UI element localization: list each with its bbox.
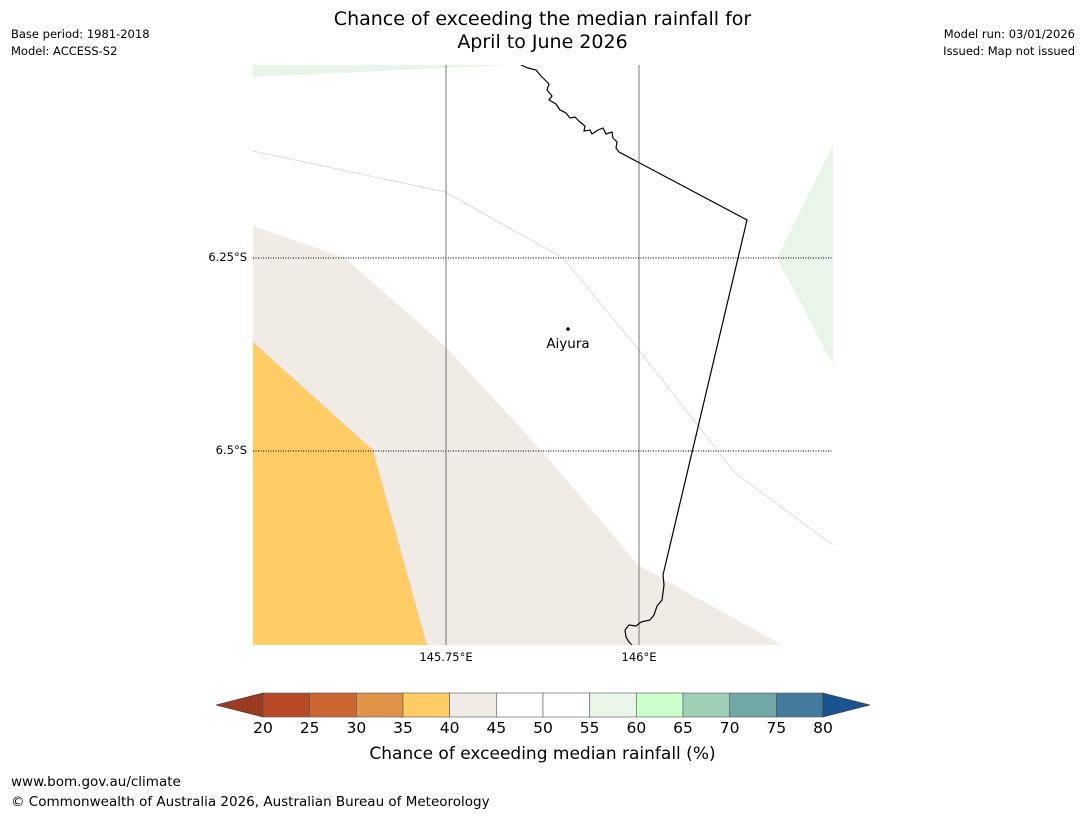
model-run: Model run: 03/01/2026: [943, 27, 1075, 41]
map-area: [253, 65, 833, 645]
band-55-60-right: [777, 145, 833, 365]
colorbar-tick-label: 40: [439, 719, 460, 737]
title-line-1: Chance of exceeding the median rainfall …: [333, 8, 752, 30]
colorbar-tick-label: 70: [719, 719, 740, 737]
colorbar-segment: [776, 692, 824, 718]
base-period: Base period: 1981-2018: [11, 27, 150, 41]
colorbar-segment: [496, 692, 544, 718]
colorbar-under-arrow: [215, 692, 264, 718]
colorbar-tick-label: 50: [533, 719, 553, 737]
meta-right: Model run: 03/01/2026 Issued: Map not is…: [943, 26, 1075, 60]
footer-url[interactable]: www.bom.gov.au/climate: [11, 774, 181, 790]
colorbar-label: Chance of exceeding median rainfall (%): [369, 744, 716, 764]
colorbar-tick-label: 20: [253, 719, 273, 737]
band-55-60-top: [253, 65, 510, 77]
colorbar-tick-label: 80: [813, 719, 833, 737]
aiyura-marker: [566, 327, 570, 331]
colorbar-tick-label: 65: [673, 719, 693, 737]
colorbar-segments: [262, 692, 824, 718]
colorbar-segment: [356, 692, 404, 718]
colorbar-segment: [262, 692, 310, 718]
colorbar-segment: [402, 692, 450, 718]
colorbar-segment: [589, 692, 637, 718]
colorbar-tick-label: 45: [486, 719, 507, 737]
colorbar-segment: [449, 692, 497, 718]
lon-label-146: 146°E: [621, 650, 657, 664]
colorbar-segment: [309, 692, 357, 718]
issued-status: Issued: Map not issued: [943, 44, 1075, 58]
lon-label-145-75: 145.75°E: [419, 650, 473, 664]
footer-copyright: © Commonwealth of Australia 2026, Austra…: [11, 794, 490, 810]
colorbar-over-arrow: [822, 692, 871, 718]
lat-label-6-5: 6.5°S: [215, 443, 247, 457]
meta-left: Base period: 1981-2018 Model: ACCESS-S2: [11, 26, 150, 60]
colorbar-tick-label: 60: [626, 719, 647, 737]
colorbar-segment: [636, 692, 684, 718]
colorbar-segment: [729, 692, 777, 718]
title-line-2: April to June 2026: [457, 31, 628, 53]
colorbar: [215, 692, 871, 718]
contour-line-1: [253, 150, 833, 546]
model-name: Model: ACCESS-S2: [11, 44, 118, 58]
colorbar-tick-label: 35: [393, 719, 413, 737]
colorbar-tick-label: 25: [299, 719, 320, 737]
province-border: [520, 65, 748, 645]
colorbar-tick-label: 55: [579, 719, 600, 737]
map-title: Chance of exceeding the median rainfall …: [0, 8, 1085, 54]
lat-label-6-25: 6.25°S: [208, 250, 247, 264]
band-30-35: [253, 342, 427, 645]
colorbar-ticks: 20 25 30 35 40 45 50 55 60 65 70 75 80: [0, 719, 1085, 741]
colorbar-tick-label: 75: [766, 719, 787, 737]
aiyura-label: Aiyura: [546, 336, 590, 352]
colorbar-tick-label: 30: [346, 719, 367, 737]
colorbar-segment: [682, 692, 730, 718]
colorbar-segment: [542, 692, 590, 718]
